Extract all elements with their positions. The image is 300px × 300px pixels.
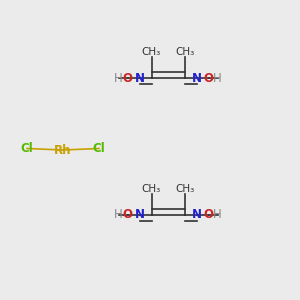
Text: N: N — [191, 208, 202, 221]
Text: Rh: Rh — [54, 143, 72, 157]
Text: CH₃: CH₃ — [175, 47, 194, 57]
Text: O: O — [203, 71, 214, 85]
Text: Cl: Cl — [21, 142, 33, 155]
Text: N: N — [134, 71, 145, 85]
Text: N: N — [191, 71, 202, 85]
Text: Cl: Cl — [93, 142, 105, 155]
Text: H: H — [213, 208, 222, 221]
Text: CH₃: CH₃ — [142, 184, 161, 194]
Text: O: O — [122, 71, 133, 85]
Text: H: H — [114, 208, 123, 221]
Text: N: N — [134, 208, 145, 221]
Text: O: O — [122, 208, 133, 221]
Text: H: H — [213, 71, 222, 85]
Text: CH₃: CH₃ — [175, 184, 194, 194]
Text: CH₃: CH₃ — [142, 47, 161, 57]
Text: O: O — [203, 208, 214, 221]
Text: H: H — [114, 71, 123, 85]
